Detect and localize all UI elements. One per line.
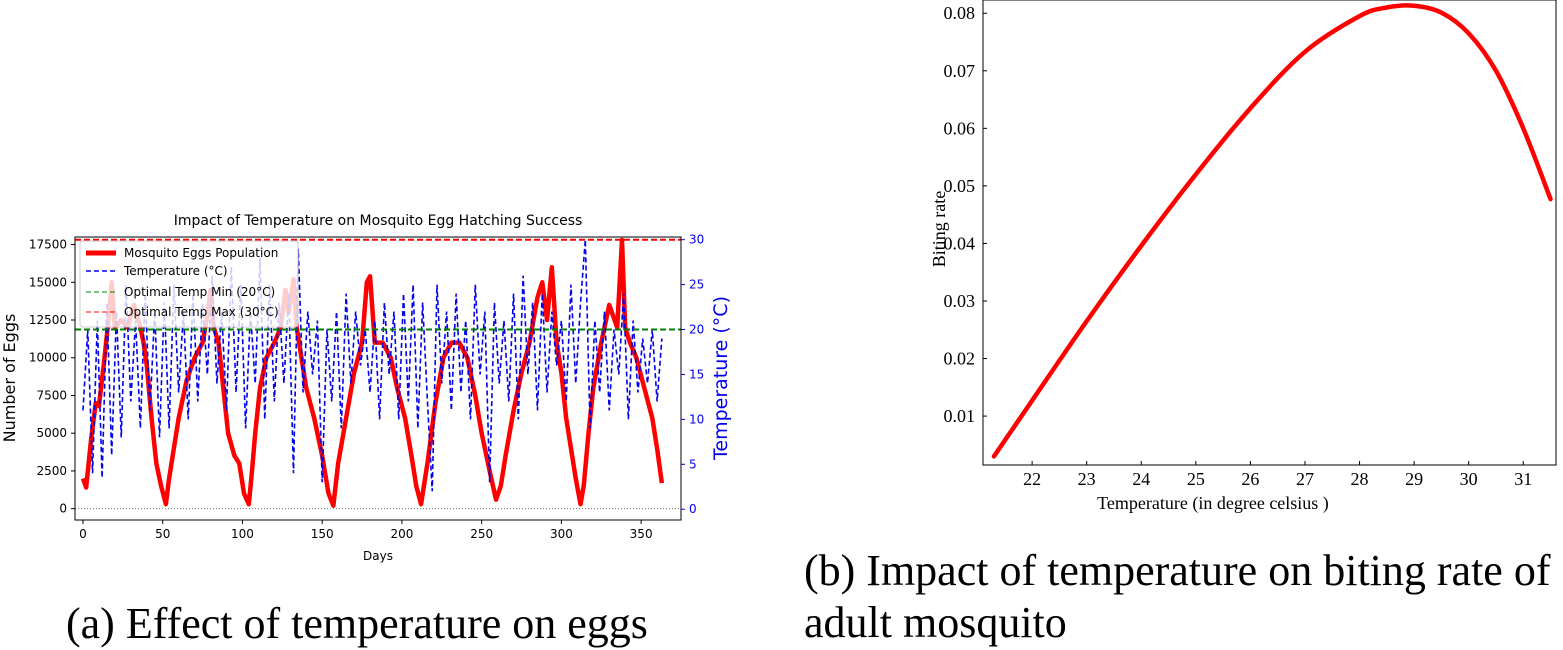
x-tick-label: 28	[1351, 469, 1369, 489]
x-tick-label: 30	[1460, 469, 1478, 489]
y2-tick-label: 30	[689, 233, 704, 247]
chart-a-frame	[74, 236, 682, 521]
x-tick-label: 25	[1187, 469, 1205, 489]
legend-box	[79, 240, 299, 328]
x-tick-label: 250	[470, 527, 493, 541]
chart-a-xlabel: Days	[363, 549, 393, 563]
x-tick-label: 22	[1023, 469, 1041, 489]
series-eggs-population	[80, 237, 665, 508]
chart-a-ylabel: Number of Eggs	[0, 314, 19, 443]
y-tick-label: 0.02	[944, 349, 976, 369]
y2-tick-label: 0	[689, 502, 697, 516]
x-tick-label: 31	[1514, 469, 1532, 489]
x-tick-label: 27	[1296, 469, 1314, 489]
y-tick-label: 7500	[36, 388, 67, 402]
y-tick-label: 0.04	[944, 233, 976, 253]
chart-b-frame	[982, 0, 1557, 466]
y2-tick-label: 25	[689, 278, 704, 292]
y2-tick-label: 15	[689, 367, 704, 381]
y-tick-label: 2500	[36, 464, 67, 478]
x-tick-label: 29	[1405, 469, 1423, 489]
chart-a-legend: Mosquito Eggs Population Temperature (°C…	[79, 240, 299, 328]
x-tick-label: 150	[311, 527, 334, 541]
y-tick-label: 0.08	[944, 3, 976, 23]
y-tick-label: 17500	[29, 238, 67, 252]
x-tick-label: 300	[550, 527, 573, 541]
chart-b-ylabel: Biting rate	[929, 191, 949, 267]
chart-b-xlabel: Temperature (in degree celsius )	[1097, 493, 1329, 514]
y-tick-label: 0.06	[944, 118, 976, 138]
y2-tick-label: 5	[689, 457, 697, 471]
x-tick-label: 26	[1241, 469, 1259, 489]
y-tick-label: 10000	[29, 351, 67, 365]
series-temperature	[82, 239, 663, 492]
egg-hatching-chart: Impact of Temperature on Mosquito Egg Ha…	[0, 213, 732, 563]
chart-a-y2label: Temperature (°C)	[710, 296, 732, 461]
y-tick-label: 15000	[29, 275, 67, 289]
legend-label-opt-min: Optimal Temp Min (20°C)	[124, 285, 275, 299]
chart-a-title: Impact of Temperature on Mosquito Egg Ha…	[174, 213, 583, 229]
y-tick-label: 0.07	[944, 61, 976, 81]
caption-a: (a) Effect of temperature on eggs	[66, 599, 648, 648]
legend-label-temperature: Temperature (°C)	[123, 264, 228, 278]
y2-tick-label: 20	[689, 323, 704, 337]
legend-label-opt-max: Optimal Temp Max (30°C)	[124, 305, 279, 319]
legend-label-eggs: Mosquito Eggs Population	[124, 246, 278, 260]
y-tick-label: 12500	[29, 313, 67, 327]
y-tick-label: 0.03	[944, 291, 976, 311]
x-tick-label: 24	[1132, 469, 1150, 489]
x-tick-label: 350	[630, 527, 653, 541]
y2-tick-label: 10	[689, 412, 704, 426]
x-tick-label: 23	[1078, 469, 1096, 489]
y-tick-label: 0	[59, 502, 67, 516]
biting-rate-chart: 22 23 24 25 26 27 28 29 30 31 0.01 0.02 0.03 0.04 0.0…	[929, 0, 1557, 514]
caption-b: (b) Impact of temperature on biting rate…	[804, 546, 1551, 647]
series-biting-rate	[991, 3, 1553, 459]
x-tick-label: 0	[79, 527, 87, 541]
y-tick-label: 0.05	[944, 176, 976, 196]
x-tick-label: 50	[155, 527, 170, 541]
x-tick-label: 100	[231, 527, 254, 541]
x-tick-label: 200	[390, 527, 413, 541]
y-tick-label: 0.01	[944, 406, 976, 426]
y-tick-label: 5000	[36, 426, 67, 440]
